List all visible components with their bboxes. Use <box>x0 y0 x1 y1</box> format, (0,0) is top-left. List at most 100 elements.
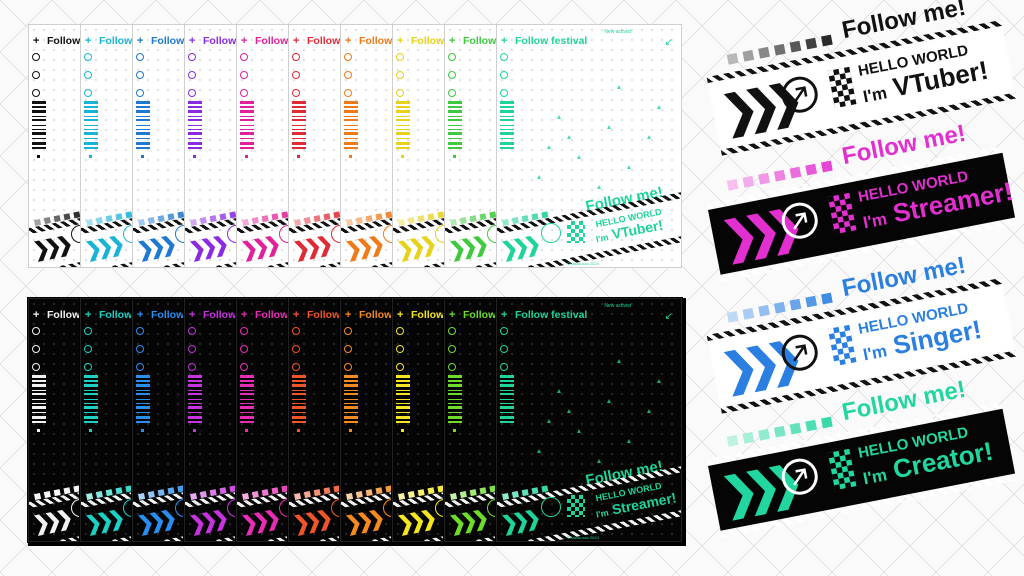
heart-icon <box>136 71 144 79</box>
banner-body: Follow me! ❯❯❯ HELLO WORLD I'm VTuber! <box>706 0 1017 156</box>
calendar-icon <box>500 363 508 371</box>
arrow-up-right-circle-icon <box>541 223 561 243</box>
plus-icon: + <box>293 35 300 47</box>
marker-dot <box>37 429 40 432</box>
star-icon <box>396 327 404 335</box>
marker-dot <box>401 429 404 432</box>
star-icon <box>136 327 144 335</box>
barcode-icon <box>240 101 254 149</box>
calendar-icon <box>84 363 92 371</box>
square <box>821 416 833 429</box>
square <box>742 49 755 62</box>
icon-column <box>448 53 462 107</box>
checkerboard-icon <box>567 221 585 243</box>
heart-icon <box>448 71 456 79</box>
star-icon <box>136 53 144 61</box>
card-title: Follow <box>463 35 497 47</box>
square <box>773 301 786 314</box>
confetti-triangle <box>577 155 581 159</box>
triple-chevron-icon: ❯❯❯ <box>395 507 435 537</box>
heart-icon <box>32 71 40 79</box>
confetti-triangle <box>567 409 571 413</box>
triple-chevron-icon: ❯❯❯ <box>31 507 71 537</box>
front-card: + Follow festival New activist ↙ Follow me! H… <box>496 24 682 268</box>
star-icon <box>240 327 248 335</box>
heart-icon <box>84 345 92 353</box>
confetti-triangle <box>647 135 651 139</box>
marker-dot <box>141 155 144 158</box>
marker-dot <box>141 429 144 432</box>
front-card-title: Follow festival <box>515 35 588 47</box>
corner-arrow-icon: ↙ <box>664 37 673 48</box>
card-title: Follow <box>307 309 341 321</box>
triple-chevron-icon: ❯❯❯ <box>291 507 331 537</box>
plus-icon: + <box>33 35 40 47</box>
plus-icon: + <box>85 35 92 47</box>
square <box>789 40 802 53</box>
marker-dot <box>401 155 404 158</box>
card-title: Follow <box>151 35 185 47</box>
confetti-triangle <box>637 469 641 473</box>
icon-column <box>448 327 462 381</box>
banner-1: Follow me! ❯❯❯ HELLO WORLD I'm VTuber! <box>700 0 1017 156</box>
marker-dot <box>297 429 300 432</box>
plus-icon: + <box>397 309 404 321</box>
plus-icon: + <box>501 309 508 321</box>
arrow-up-right-icon <box>793 468 808 486</box>
triple-chevron-icon: ❯❯❯ <box>447 507 487 537</box>
marker-dot <box>89 155 92 158</box>
plus-icon: + <box>137 35 144 47</box>
confetti-triangle <box>597 185 601 189</box>
im-prefix: I'm <box>861 209 889 233</box>
calendar-icon <box>344 89 352 97</box>
confetti-triangle <box>557 389 561 393</box>
star-icon <box>240 53 248 61</box>
marker-dot <box>297 155 300 158</box>
copyright-footer: ©Sakuu.sao 2024 <box>567 535 599 540</box>
im-prefix: I'm <box>861 465 889 489</box>
square <box>773 43 786 56</box>
calendar-icon <box>188 89 196 97</box>
card-title: Follow <box>99 35 133 47</box>
banner-3: Follow me! ❯❯❯ HELLO WORLD I'm Singer! <box>700 252 1017 414</box>
plus-icon: + <box>189 35 196 47</box>
square <box>758 172 770 185</box>
calendar-icon <box>240 363 248 371</box>
calendar-icon <box>84 89 92 97</box>
star-icon <box>292 53 300 61</box>
plus-icon: + <box>241 309 248 321</box>
square <box>742 307 755 320</box>
square <box>742 431 755 444</box>
barcode-icon <box>500 101 514 149</box>
confetti-triangle <box>617 85 621 89</box>
confetti-triangle <box>577 429 581 433</box>
card-title: Follow <box>359 35 393 47</box>
marker-dot <box>453 429 456 432</box>
im-prefix: I'm <box>861 341 889 365</box>
barcode-icon <box>136 101 150 149</box>
barcode-icon <box>396 375 410 423</box>
barcode-icon <box>500 375 514 423</box>
icon-column <box>84 53 98 107</box>
icon-column <box>396 53 410 107</box>
barcode-icon <box>292 375 306 423</box>
confetti-triangle <box>557 115 561 119</box>
plus-icon: + <box>85 309 92 321</box>
banner-2: Follow me! ❯❯❯ HELLO WORLD I'm Streamer! <box>700 120 1017 282</box>
confetti-triangle <box>627 439 631 443</box>
icon-column <box>344 53 358 107</box>
dark-card-set: + Follow ❯❯❯ + Follow ❯❯❯ + Follow ❯❯❯ + Follow ❯❯❯… <box>28 298 686 546</box>
plus-icon: + <box>137 309 144 321</box>
marker-dot <box>193 429 196 432</box>
card-title: Follow <box>359 309 393 321</box>
triple-chevron-icon: ❯❯❯ <box>343 233 383 263</box>
confetti-triangle <box>607 125 611 129</box>
star-icon <box>344 327 352 335</box>
barcode-icon <box>84 375 98 423</box>
banner-4: Follow me! ❯❯❯ HELLO WORLD I'm Creator! <box>700 376 1017 538</box>
triple-chevron-icon: ❯❯❯ <box>395 233 435 263</box>
marker-dot <box>37 155 40 158</box>
triple-chevron-icon: ❯❯❯ <box>187 507 227 537</box>
square <box>726 52 739 65</box>
calendar-icon <box>188 363 196 371</box>
